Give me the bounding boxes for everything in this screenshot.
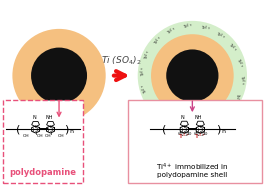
Text: Ti$^{4+}$: Ti$^{4+}$ [235,74,246,85]
Text: OH: OH [22,134,29,138]
Text: Ti$^{4+}$: Ti$^{4+}$ [225,41,239,55]
Text: Ti$^{4+}$: Ti$^{4+}$ [220,103,234,117]
Text: Ti$^{4+}$: Ti$^{4+}$ [191,119,202,129]
Text: Ti$^{4+}$: Ti$^{4+}$ [194,131,206,141]
Text: N: N [32,115,36,120]
Ellipse shape [166,50,218,102]
Text: Ti$^{4+}$: Ti$^{4+}$ [183,22,194,32]
Text: Ti (SO$_4$)$_2$: Ti (SO$_4$)$_2$ [101,54,142,67]
Text: Ti$^{4+}$: Ti$^{4+}$ [213,29,227,43]
Text: N: N [180,115,184,120]
Ellipse shape [31,48,87,104]
Text: polydopamine shell: polydopamine shell [157,172,227,178]
Text: NH: NH [195,115,202,120]
Text: O: O [188,132,191,136]
Text: Ti$^{4+}$: Ti$^{4+}$ [165,25,178,38]
Text: (: ( [15,125,20,134]
Ellipse shape [151,34,234,117]
Text: n: n [69,129,73,134]
FancyBboxPatch shape [128,100,262,183]
Text: Ti$^{4+}$: Ti$^{4+}$ [174,117,186,128]
Text: O: O [193,132,197,136]
Text: Ti$^{4+}$: Ti$^{4+}$ [230,90,243,103]
Text: n: n [221,129,225,134]
Text: Ti$^{4+}$: Ti$^{4+}$ [151,34,165,48]
Text: O: O [177,132,181,136]
Text: Ti$^{4+}$: Ti$^{4+}$ [233,57,245,69]
Text: OH: OH [37,134,43,138]
Text: Ti$^{4+}$: Ti$^{4+}$ [139,66,149,77]
Text: OH: OH [45,134,51,138]
Text: Ti$^{4+}$: Ti$^{4+}$ [158,109,171,122]
Ellipse shape [12,29,106,122]
Text: (: ( [162,125,167,134]
Text: Ti$^{4+}$ immobilized in: Ti$^{4+}$ immobilized in [156,162,229,173]
Text: Ti$^{4+}$: Ti$^{4+}$ [140,82,151,94]
Text: Ti$^{4+}$: Ti$^{4+}$ [142,48,155,62]
Text: NH: NH [45,115,53,120]
Text: ): ) [64,125,69,134]
FancyBboxPatch shape [3,100,83,183]
Text: O: O [204,132,207,136]
Text: Ti$^{4+}$: Ti$^{4+}$ [199,23,211,34]
Text: polydopamine: polydopamine [10,168,77,177]
Text: Ti$^{4+}$: Ti$^{4+}$ [179,131,190,141]
Ellipse shape [138,21,247,130]
Text: Ti$^{4+}$: Ti$^{4+}$ [206,113,219,126]
Text: Ti$^{4+}$: Ti$^{4+}$ [146,97,159,110]
Text: OH: OH [58,134,65,138]
Text: ): ) [216,125,221,134]
